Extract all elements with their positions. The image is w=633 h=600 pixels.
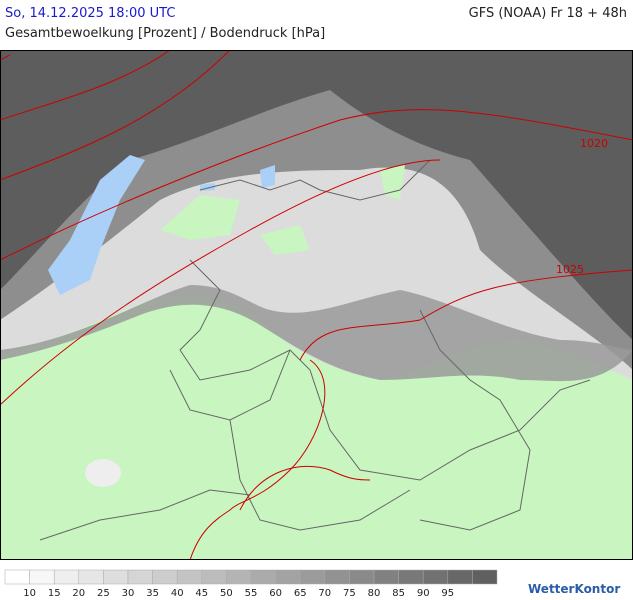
legend-label: 15 [48,588,61,599]
legend-swatch [324,569,350,585]
legend-label: 80 [368,588,381,599]
legend-label: 35 [146,588,159,599]
cloud-band [0,285,633,382]
legend-label: 45 [195,588,208,599]
sea [48,155,145,295]
model: GFS (NOAA) Fr 18 + 48h [468,6,627,21]
legend-label: 90 [417,588,430,599]
legend-swatch [275,569,301,585]
legend-swatch [250,569,276,585]
legend-swatch [447,569,473,585]
legend-swatch [78,569,104,585]
legend-label: 85 [392,588,405,599]
isobar-label: 1020 [580,137,608,150]
legend-swatch [349,569,375,585]
legend-label: 65 [294,588,307,599]
legend-swatch [299,569,326,585]
legend-label: 40 [171,588,184,599]
legend-label: 70 [318,588,331,599]
borders [39,159,591,541]
logo: WetterKontor [528,582,620,596]
legend: WetterKontor 10 15 20 25 30 35 40 45 50 55 60 65 70 7… [4,569,620,599]
map: 1020 1025 [0,50,633,560]
legend-label: 10 [23,588,36,599]
legend-swatch [29,569,55,585]
legend-label: 30 [122,588,135,599]
legend-label: 50 [220,588,233,599]
legend-swatch [422,569,449,585]
legend-label: 60 [269,588,282,599]
isobar-label: 1025 [556,263,584,276]
legend-swatch [398,569,424,585]
legend-swatch [152,569,178,585]
legend-swatch [472,569,498,585]
subtitle: Gesamtbewoelkung [Prozent] / Bodendruck … [5,26,326,41]
legend-label: 55 [245,588,258,599]
isobars [0,50,633,560]
cloud-spot [85,459,121,487]
legend-swatch [4,569,30,585]
legend-swatch [53,569,80,585]
clear-patch [160,165,405,255]
legend-swatch [103,569,129,585]
legend-label: 25 [97,588,110,599]
datetime: So, 14.12.2025 18:00 UTC [5,6,176,21]
legend-label: 20 [72,588,85,599]
legend-swatch [127,569,153,585]
legend-label: 95 [441,588,454,599]
legend-swatch [373,569,399,585]
legend-swatch [226,569,252,585]
legend-label: 75 [343,588,356,599]
legend-swatch [201,569,227,585]
legend-swatch [176,569,203,585]
